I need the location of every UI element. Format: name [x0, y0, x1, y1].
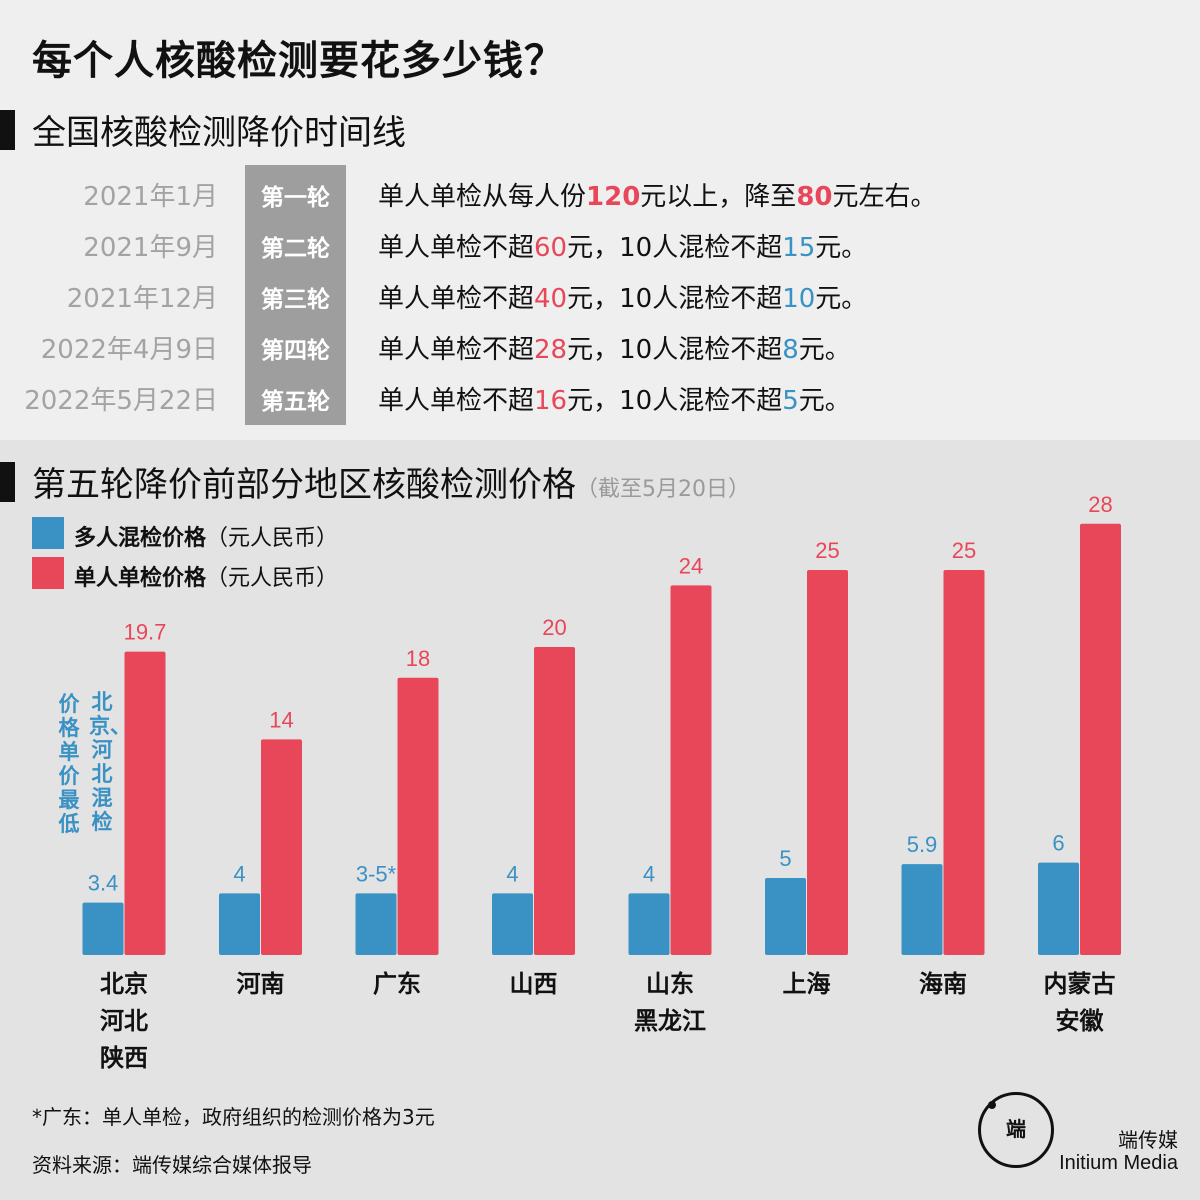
timeline-text-segment: 元，10人混检不超 — [567, 233, 783, 263]
category-label-line: 山东 — [646, 970, 694, 998]
category-label-line: 黑龙江 — [634, 1007, 706, 1035]
timeline-text-segment: 单人单检不超 — [378, 284, 535, 314]
category-label: 山东 黑龙江 — [595, 966, 745, 1040]
timeline-text-segment: 元，10人混检不超 — [567, 386, 783, 416]
legend-pooled: 多人混检价格（元人民币） — [74, 520, 338, 552]
category-label: 山西 — [459, 966, 609, 1003]
timeline-text-segment: 10 — [782, 284, 816, 314]
timeline-text-segment: 15 — [782, 233, 816, 263]
timeline-text-segment: 元左右。 — [832, 182, 937, 212]
category-label: 内蒙古 安徽 — [1005, 966, 1155, 1040]
category-label-line: 广东 — [373, 970, 421, 998]
timeline-text-segment: 60 — [534, 233, 568, 263]
category-label: 海南 — [868, 966, 1018, 1003]
timeline-text-segment: 元，10人混检不超 — [567, 284, 783, 314]
legend-single-label: 单人单检价格 — [74, 566, 207, 591]
category-label-line: 陕西 — [100, 1044, 148, 1072]
category-label-line: 河南 — [236, 970, 285, 998]
category-label-line: 安徽 — [1055, 1007, 1104, 1035]
timeline-text-segment: 5 — [782, 386, 799, 416]
footnote: *广东：单人单检，政府组织的检测价格为3元 — [32, 1105, 435, 1129]
timeline-text-segment: 8 — [782, 335, 799, 365]
timeline-text-segment: 40 — [534, 284, 568, 314]
timeline-text-segment: 单人单检不超 — [378, 233, 535, 263]
category-label: 广东 — [322, 966, 472, 1003]
brand-name-en: Initium Media — [1059, 1152, 1178, 1174]
timeline-description: 单人单检不超16元，10人混检不超5元。 — [378, 380, 851, 417]
timeline-text-segment: 28 — [534, 335, 568, 365]
category-label-line: 河北 — [100, 1007, 148, 1035]
annotation-col1: 北京、河北混检 — [89, 690, 131, 834]
legend-swatch-single — [32, 557, 64, 589]
timeline-date: 2021年12月 — [66, 284, 218, 314]
timeline-text-segment: 元，10人混检不超 — [567, 335, 783, 365]
logo-mark: 端 — [1006, 1117, 1026, 1141]
legend-pooled-label: 多人混检价格 — [74, 526, 207, 551]
timeline-round: 第一轮 — [261, 185, 330, 211]
timeline-round: 第四轮 — [261, 338, 330, 364]
page-title: 每个人核酸检测要花多少钱？ — [32, 38, 565, 84]
timeline-round: 第二轮 — [261, 236, 330, 262]
category-label-line: 海南 — [919, 970, 967, 998]
logo-dot — [988, 1101, 996, 1109]
round-label-column — [245, 165, 346, 425]
timeline-description: 单人单检不超40元，10人混检不超10元。 — [378, 278, 867, 315]
section-marker — [0, 110, 15, 150]
timeline-text-segment: 120 — [586, 182, 641, 212]
legend-single: 单人单检价格（元人民币） — [74, 560, 338, 592]
chart-section-title: 第五轮降价前部分地区核酸检测价格（截至5月20日） — [32, 457, 750, 506]
category-label: 河南 — [186, 966, 336, 1003]
section-marker — [0, 462, 15, 502]
timeline-text-segment: 单人单检从每人份 — [378, 182, 587, 212]
legend-pooled-unit: （元人民币） — [206, 526, 339, 551]
timeline-round: 第五轮 — [261, 389, 330, 415]
source-note: 资料来源：端传媒综合媒体报导 — [32, 1153, 312, 1177]
timeline-text-segment: 80 — [796, 182, 833, 212]
timeline-date: 2022年4月9日 — [40, 335, 218, 365]
annotation-col2: 价格单价最低 — [58, 692, 80, 836]
category-label-line: 山西 — [509, 970, 558, 998]
initium-logo: 端 — [978, 1092, 1054, 1168]
timeline-round: 第三轮 — [261, 287, 330, 313]
timeline-text-segment: 元。 — [815, 233, 868, 263]
timeline-description: 单人单检不超28元，10人混检不超8元。 — [378, 329, 851, 366]
legend-swatch-pooled — [32, 517, 64, 549]
timeline-text-segment: 单人单检不超 — [378, 386, 535, 416]
timeline-text-segment: 元。 — [798, 386, 851, 416]
category-label: 北京 河北 陕西 — [49, 966, 199, 1077]
timeline-description: 单人单检从每人份120元以上，降至80元左右。 — [378, 176, 937, 213]
legend-single-unit: （元人民币） — [206, 566, 339, 591]
timeline-text-segment: 元。 — [798, 335, 851, 365]
brand-name-cn: 端传媒 — [1118, 1128, 1178, 1152]
category-label-line: 上海 — [782, 970, 831, 998]
timeline-date: 2021年1月 — [83, 182, 218, 212]
chart-date-note: （截至5月20日） — [576, 477, 750, 502]
category-label-line: 北京 — [100, 970, 148, 998]
timeline-panel — [0, 0, 1200, 440]
chart-panel — [0, 440, 1200, 1200]
timeline-date: 2022年5月22日 — [24, 386, 218, 416]
timeline-text-segment: 单人单检不超 — [378, 335, 535, 365]
category-label: 上海 — [732, 966, 882, 1003]
timeline-section-title: 全国核酸检测降价时间线 — [32, 113, 406, 153]
chart-title: 第五轮降价前部分地区核酸检测价格 — [32, 465, 576, 505]
timeline-description: 单人单检不超60元，10人混检不超15元。 — [378, 227, 867, 264]
timeline-date: 2021年9月 — [83, 233, 218, 263]
timeline-text-segment: 元。 — [815, 284, 868, 314]
timeline-text-segment: 16 — [534, 386, 568, 416]
category-label-line: 内蒙古 — [1043, 970, 1116, 998]
timeline-text-segment: 元以上，降至 — [640, 182, 797, 212]
